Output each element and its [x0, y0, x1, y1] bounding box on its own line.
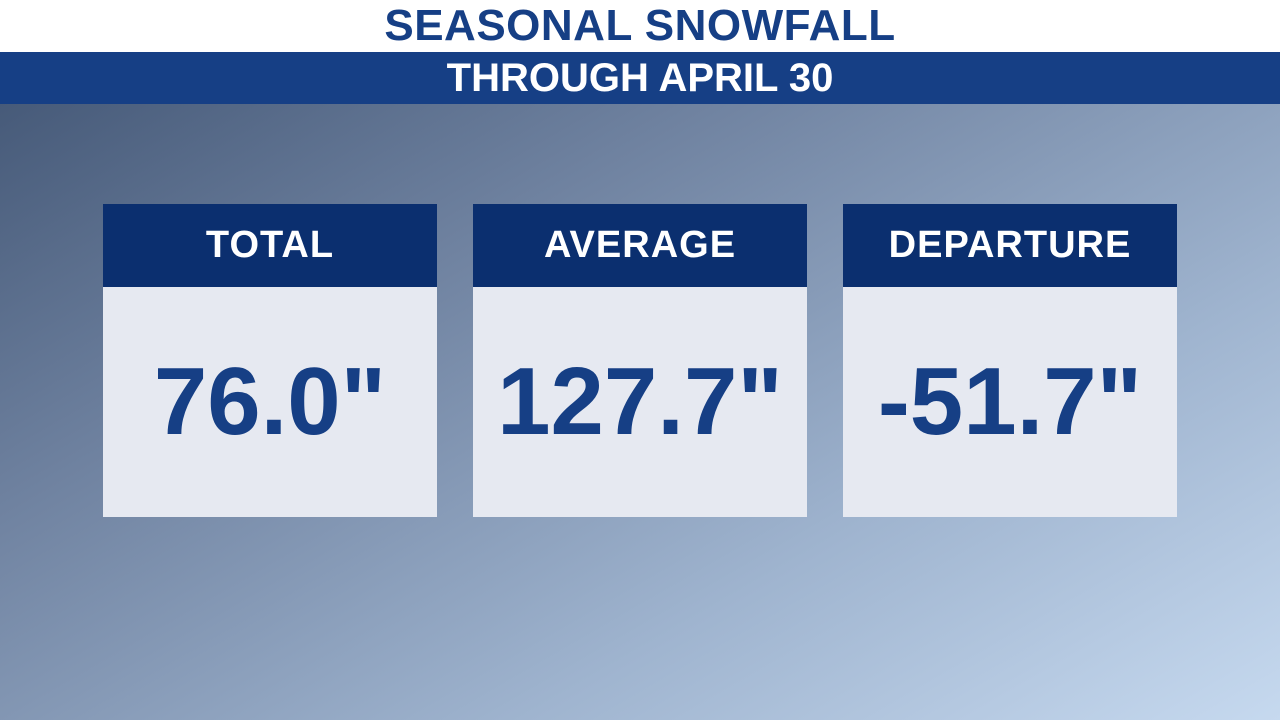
- stat-card: DEPARTURE -51.7": [843, 204, 1177, 517]
- card-label: AVERAGE: [473, 204, 807, 287]
- stat-card: TOTAL 76.0": [103, 204, 437, 517]
- card-label: TOTAL: [103, 204, 437, 287]
- card-value: -51.7": [843, 287, 1177, 517]
- stat-card: AVERAGE 127.7": [473, 204, 807, 517]
- card-value: 76.0": [103, 287, 437, 517]
- card-label: DEPARTURE: [843, 204, 1177, 287]
- subtitle-band: THROUGH APRIL 30: [0, 52, 1280, 104]
- title-band: SEASONAL SNOWFALL: [0, 0, 1280, 52]
- title: SEASONAL SNOWFALL: [384, 1, 896, 50]
- subtitle: THROUGH APRIL 30: [446, 55, 834, 100]
- card-value: 127.7": [473, 287, 807, 517]
